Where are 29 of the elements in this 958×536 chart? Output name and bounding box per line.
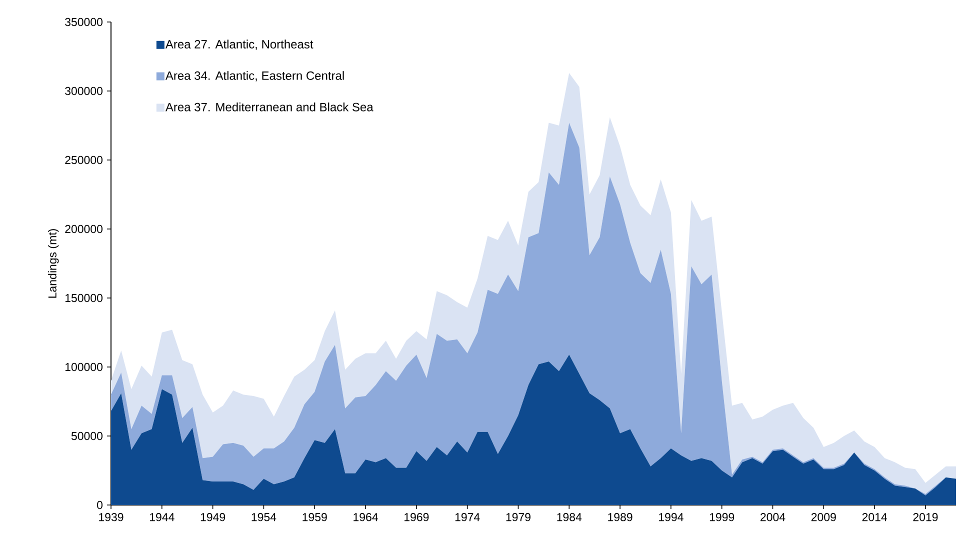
y-tick-label: 50000 (71, 432, 103, 440)
y-tick-label: 350000 (65, 18, 103, 26)
x-tick-label: 1989 (608, 513, 632, 522)
x-tick-label: 2019 (913, 513, 938, 522)
x-tick-label: 1969 (404, 513, 429, 522)
y-tick-label: 150000 (65, 294, 103, 302)
x-tick-label: 1964 (354, 513, 378, 522)
x-tick-label: 1999 (710, 513, 734, 522)
y-tick-label: 100000 (65, 362, 103, 372)
x-tick-label: 1959 (302, 513, 327, 522)
y-axis-title: Landings (mt) (48, 229, 59, 298)
x-tick-label: 2004 (760, 513, 786, 522)
y-tick-label: 250000 (65, 156, 103, 164)
x-tick-label: 1994 (659, 513, 684, 522)
x-tick-label: 1979 (506, 513, 530, 522)
x-tick-label: 2014 (862, 513, 888, 522)
x-tick-label: 1954 (252, 513, 276, 522)
y-tick-label: 0 (97, 500, 103, 510)
x-tick-label: 1944 (150, 513, 174, 522)
x-tick-label: 1939 (99, 513, 124, 522)
legend-label: Area 34. Atlantic, Eastern Central (165, 71, 344, 82)
x-tick-label: 1984 (557, 513, 582, 522)
x-tick-label: 1974 (455, 513, 480, 522)
legend-label: Area 37. Mediterranean and Black Sea (165, 102, 374, 112)
x-tick-label: 2009 (811, 513, 836, 522)
x-tick-label: 1949 (200, 513, 226, 522)
legend-label: Area 27. Atlantic, Northeast (165, 40, 314, 50)
y-tick-label: 300000 (65, 86, 103, 96)
y-tick-label: 200000 (65, 224, 103, 234)
